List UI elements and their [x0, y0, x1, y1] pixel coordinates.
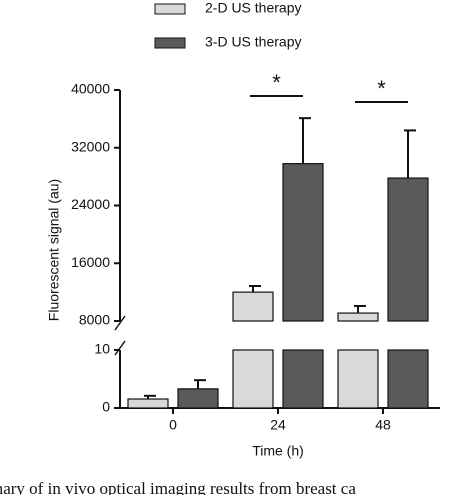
legend-label: 3-D US therapy [205, 34, 301, 50]
y-tick-label: 40000 [71, 81, 110, 97]
y-tick-label: 10 [94, 341, 110, 357]
bar [232, 349, 274, 409]
bar [127, 398, 169, 409]
y-tick-label: 0 [102, 399, 110, 415]
bar [282, 349, 324, 409]
y-tick-label: 24000 [71, 196, 110, 212]
caption: mary of in vivo optical imaging results … [0, 479, 356, 495]
y-axis-label: Fluorescent signal (au) [46, 179, 62, 321]
x-tick-label: 48 [375, 417, 391, 433]
y-tick-label: 16000 [71, 254, 110, 270]
bar [337, 349, 379, 409]
legend-swatch [154, 3, 186, 15]
y-tick-label: 32000 [71, 138, 110, 154]
bar [282, 163, 324, 322]
legend-swatch [154, 37, 186, 49]
legend-label: 2-D US therapy [205, 0, 301, 16]
x-axis-label: Time (h) [252, 443, 304, 459]
bar [387, 349, 429, 409]
bar [337, 312, 379, 322]
x-tick-label: 0 [169, 417, 177, 433]
bar [387, 177, 429, 322]
axis-break [114, 340, 126, 356]
bar [177, 388, 219, 409]
bar [232, 291, 274, 322]
y-tick-label: 8000 [79, 312, 110, 328]
axis-break [114, 315, 126, 331]
significance-label: * [272, 70, 281, 95]
significance-label: * [377, 76, 386, 101]
x-tick-label: 24 [270, 417, 286, 433]
